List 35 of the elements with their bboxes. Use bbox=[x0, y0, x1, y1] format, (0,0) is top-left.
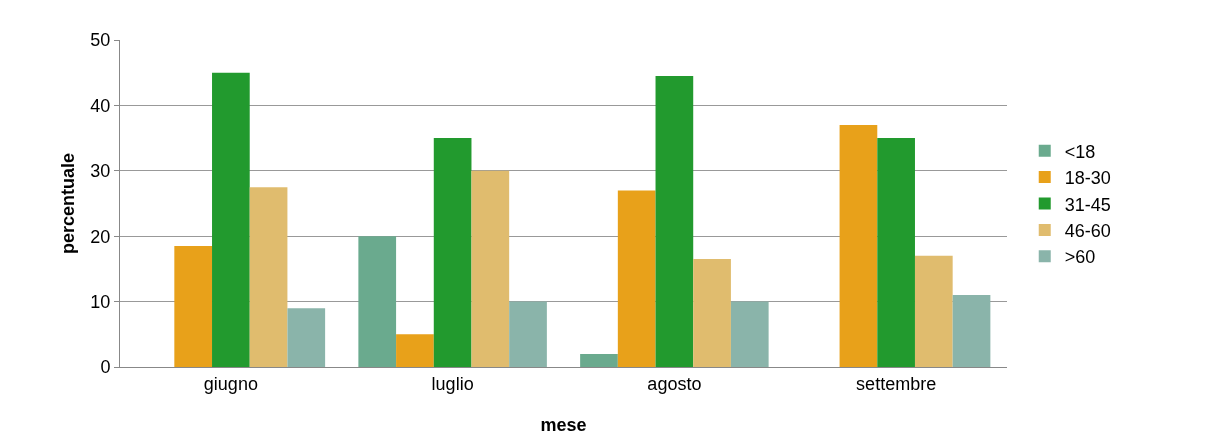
y-tick-label: 20 bbox=[90, 226, 111, 247]
bar bbox=[914, 255, 953, 367]
y-tick-label: 40 bbox=[90, 95, 111, 116]
legend-label: 46-60 bbox=[1064, 220, 1111, 241]
bar bbox=[433, 138, 472, 367]
bar bbox=[174, 246, 213, 367]
x-tick-label: agosto bbox=[647, 373, 702, 394]
bar bbox=[471, 170, 510, 367]
bar bbox=[952, 295, 991, 367]
y-axis-title: percentuale bbox=[58, 152, 78, 255]
y-tick-label: 50 bbox=[90, 30, 111, 51]
bar bbox=[693, 259, 731, 367]
bar bbox=[509, 301, 547, 367]
bar bbox=[287, 308, 326, 367]
y-tick-label: 30 bbox=[90, 161, 111, 182]
bar bbox=[249, 187, 288, 367]
x-tick-label: settembre bbox=[856, 373, 937, 394]
y-tick-label: 10 bbox=[90, 291, 111, 312]
bar bbox=[617, 190, 656, 367]
bar bbox=[212, 72, 250, 367]
bar bbox=[358, 236, 397, 367]
legend-label: 31-45 bbox=[1064, 194, 1111, 215]
bar bbox=[839, 125, 878, 367]
legend-label: 18-30 bbox=[1064, 168, 1111, 189]
x-tick-label: luglio bbox=[431, 373, 474, 394]
bar bbox=[877, 138, 915, 367]
bar bbox=[396, 334, 434, 367]
x-axis-title: mese bbox=[540, 415, 587, 435]
bar bbox=[730, 301, 769, 367]
x-tick-label: giugno bbox=[203, 373, 258, 394]
legend-label: <18 bbox=[1064, 141, 1096, 162]
legend-label: >60 bbox=[1064, 247, 1096, 268]
y-tick-label: 0 bbox=[100, 357, 111, 378]
bar bbox=[655, 75, 694, 367]
bar bbox=[580, 353, 618, 367]
